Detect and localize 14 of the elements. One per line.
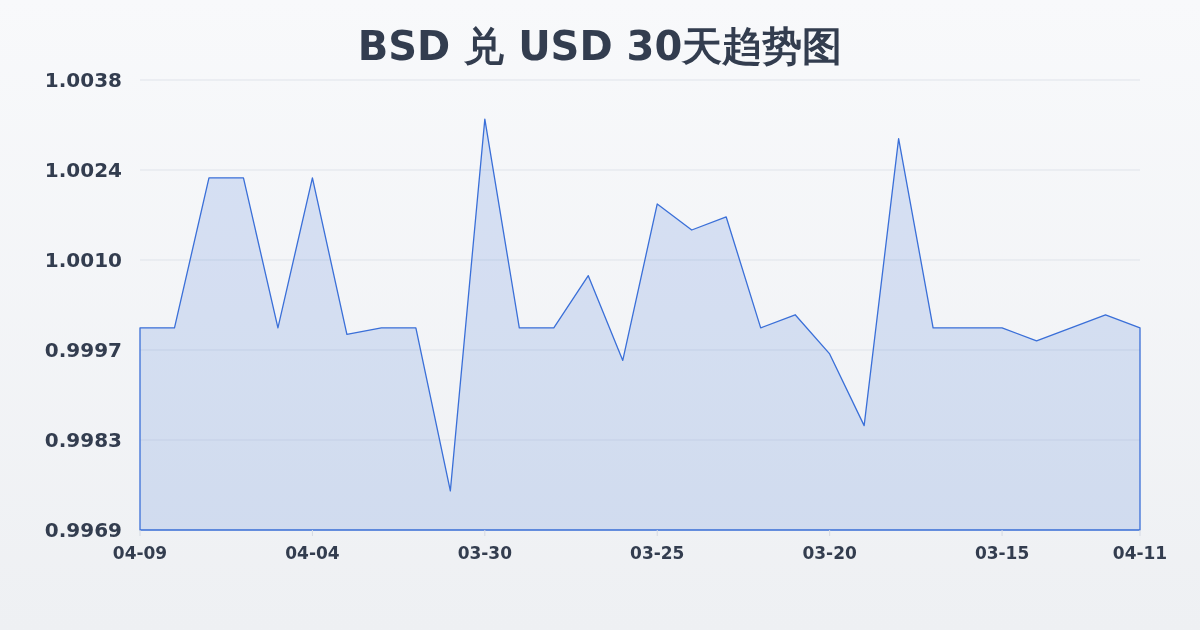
x-tick-label: 04-11: [1112, 543, 1168, 563]
y-tick-label: 1.0038: [44, 68, 122, 92]
x-tick-label: 03-15: [974, 543, 1030, 563]
x-tick-label: 04-04: [285, 543, 340, 563]
y-tick-label: 1.0010: [44, 248, 122, 272]
chart-title: BSD 兑 USD 30天趋势图: [357, 23, 843, 69]
y-tick-label: 1.0024: [44, 158, 122, 182]
y-tick-label: 0.9983: [44, 428, 122, 452]
x-tick-label: 04-09: [112, 543, 168, 563]
x-tick-label: 03-20: [802, 543, 858, 563]
y-tick-label: 0.9997: [44, 338, 122, 362]
x-tick-label: 03-30: [457, 543, 513, 563]
y-tick-label: 0.9969: [44, 518, 122, 542]
x-tick-label: 03-25: [630, 543, 685, 563]
